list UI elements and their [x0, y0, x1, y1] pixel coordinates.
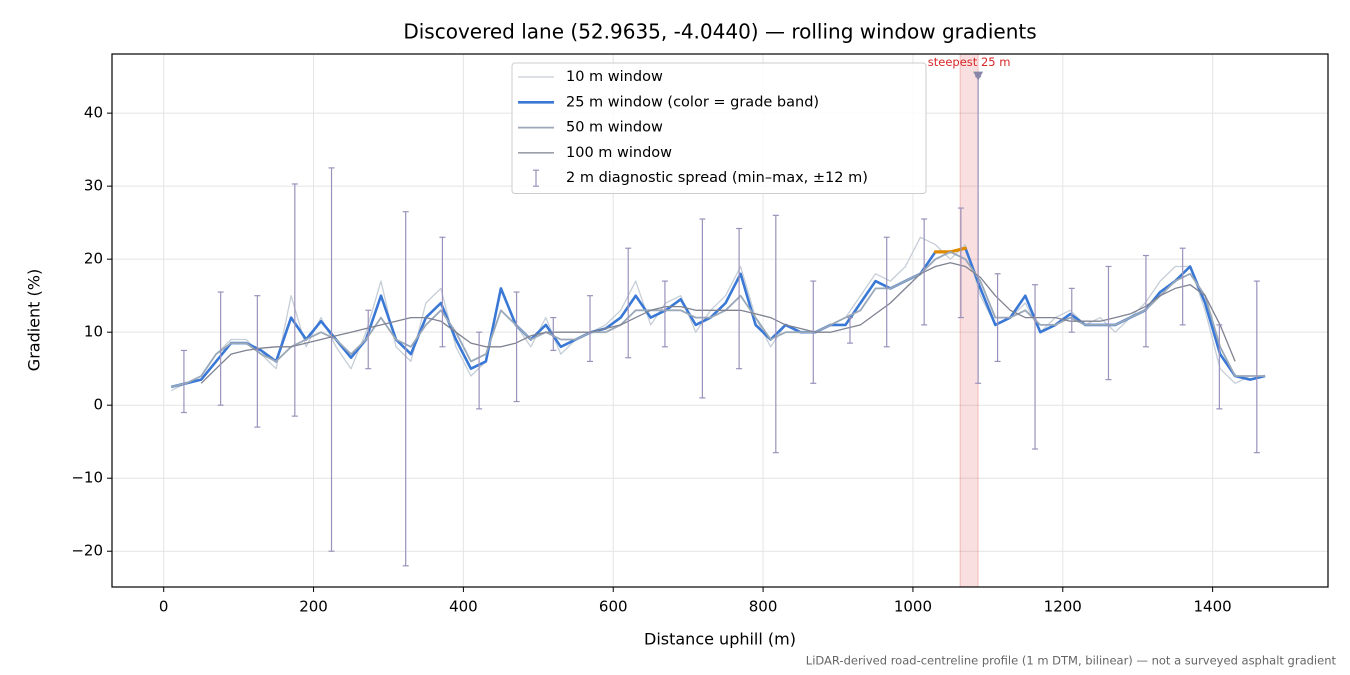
error-bar — [921, 218, 928, 326]
highlight-label: steepest 25 m — [928, 55, 1011, 69]
error-bar — [1032, 284, 1039, 450]
error-bar — [736, 227, 743, 370]
legend-label: 10 m window — [566, 69, 663, 85]
x-tick-label: 1400 — [1194, 598, 1232, 616]
legend-label: 2 m diagnostic spread (min–max, ±12 m) — [566, 170, 868, 186]
legend-label: 50 m window — [566, 120, 663, 136]
error-bar — [772, 214, 779, 454]
x-tick-label: 800 — [749, 598, 778, 616]
error-bar — [291, 183, 298, 417]
y-axis-label: Gradient (%) — [25, 269, 44, 371]
series-line — [170, 251, 1266, 388]
highlight-band — [959, 53, 979, 588]
error-bar — [513, 291, 520, 403]
x-tick-label: 600 — [599, 598, 628, 616]
error-bar — [1179, 247, 1186, 326]
error-bar — [883, 236, 890, 348]
series-line — [200, 262, 1236, 384]
error-bar — [957, 207, 964, 319]
error-bar — [439, 236, 446, 348]
error-bar — [625, 247, 632, 359]
x-axis-label: Distance uphill (m) — [644, 630, 796, 649]
chart-title: Discovered lane (52.9635, -4.0440) — rol… — [403, 20, 1036, 44]
error-bar — [476, 331, 483, 410]
steepest-marker — [973, 71, 984, 81]
error-bar — [810, 280, 817, 384]
y-tick-label: 0 — [93, 396, 103, 414]
error-bar — [1216, 324, 1223, 410]
error-bar — [550, 316, 557, 352]
legend-label: 100 m window — [566, 145, 672, 161]
x-tick-label: 1200 — [1044, 598, 1082, 616]
error-bar — [1253, 280, 1260, 454]
x-tick-label: 1000 — [894, 598, 932, 616]
error-bar — [699, 218, 706, 399]
footnote: LiDAR-derived road-centreline profile (1… — [806, 654, 1337, 668]
y-tick-label: −10 — [71, 469, 103, 487]
error-bar — [1068, 287, 1075, 333]
error-bar — [254, 295, 261, 428]
y-tick-label: 30 — [84, 177, 103, 195]
error-bar — [365, 309, 372, 370]
error-bar — [1142, 254, 1149, 348]
error-bar — [994, 273, 1001, 362]
y-tick-label: 10 — [84, 323, 103, 341]
error-bar — [402, 211, 409, 567]
y-tick-label: −20 — [71, 542, 103, 560]
error-bar — [217, 291, 224, 406]
error-bar — [328, 167, 335, 552]
x-tick-label: 400 — [449, 598, 478, 616]
legend-label: 25 m window (color = grade band) — [566, 94, 819, 110]
error-bar — [661, 280, 668, 348]
grade-band-segment — [948, 246, 967, 254]
y-tick-label: 40 — [84, 104, 103, 122]
error-bar — [1105, 265, 1112, 381]
plot-frame — [111, 53, 1329, 588]
x-tick-label: 200 — [299, 598, 328, 616]
legend-box — [511, 62, 927, 194]
error-bar — [846, 316, 853, 344]
x-tick-label: 0 — [159, 598, 169, 616]
error-bar — [587, 295, 594, 362]
y-tick-label: 20 — [84, 250, 103, 268]
error-bar — [180, 349, 187, 414]
